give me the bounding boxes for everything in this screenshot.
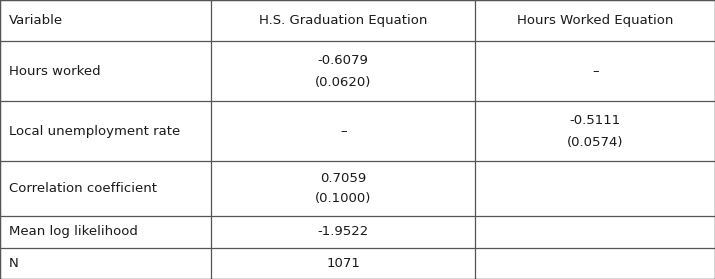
Text: -1.9522: -1.9522 — [317, 225, 369, 238]
Text: H.S. Graduation Equation: H.S. Graduation Equation — [259, 14, 428, 27]
Text: Hours worked: Hours worked — [9, 65, 100, 78]
Bar — [0, 41, 715, 101]
Text: Hours Worked Equation: Hours Worked Equation — [517, 14, 674, 27]
Text: –: – — [340, 125, 347, 138]
Bar — [0, 248, 715, 279]
Text: -0.6079: -0.6079 — [317, 54, 369, 67]
Text: Mean log likelihood: Mean log likelihood — [9, 225, 137, 238]
Bar — [0, 161, 715, 216]
Text: –: – — [592, 65, 598, 78]
Text: (0.0620): (0.0620) — [315, 76, 371, 88]
Text: Local unemployment rate: Local unemployment rate — [9, 125, 180, 138]
Text: Correlation coefficient: Correlation coefficient — [9, 182, 157, 195]
Text: 0.7059: 0.7059 — [320, 172, 366, 185]
Text: (0.1000): (0.1000) — [315, 192, 371, 205]
Text: N: N — [9, 257, 19, 270]
Bar — [0, 216, 715, 248]
Text: (0.0574): (0.0574) — [567, 136, 623, 148]
Text: 1071: 1071 — [326, 257, 360, 270]
Bar — [0, 0, 715, 41]
Text: Variable: Variable — [9, 14, 63, 27]
Bar — [0, 101, 715, 161]
Text: -0.5111: -0.5111 — [570, 114, 621, 127]
